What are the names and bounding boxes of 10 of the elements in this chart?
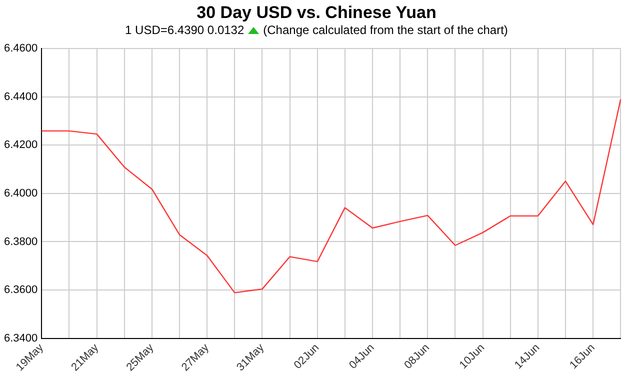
y-tick-label: 6.4000: [4, 187, 38, 200]
y-tick-label: 6.4600: [4, 42, 38, 55]
y-tick-label: 6.3400: [4, 332, 38, 344]
chart-subtitle: 1 USD=6.4390 0.0132: [125, 23, 244, 37]
y-tick-label: 6.4200: [4, 139, 38, 152]
y-tick-label: 6.3600: [4, 284, 38, 296]
chart-title: 30 Day USD vs. Chinese Yuan: [196, 3, 438, 23]
y-tick-label: 6.3800: [4, 236, 38, 248]
y-tick-label: 6.4400: [4, 90, 38, 103]
text: (Change calculated from the start of the chart): [263, 23, 508, 37]
